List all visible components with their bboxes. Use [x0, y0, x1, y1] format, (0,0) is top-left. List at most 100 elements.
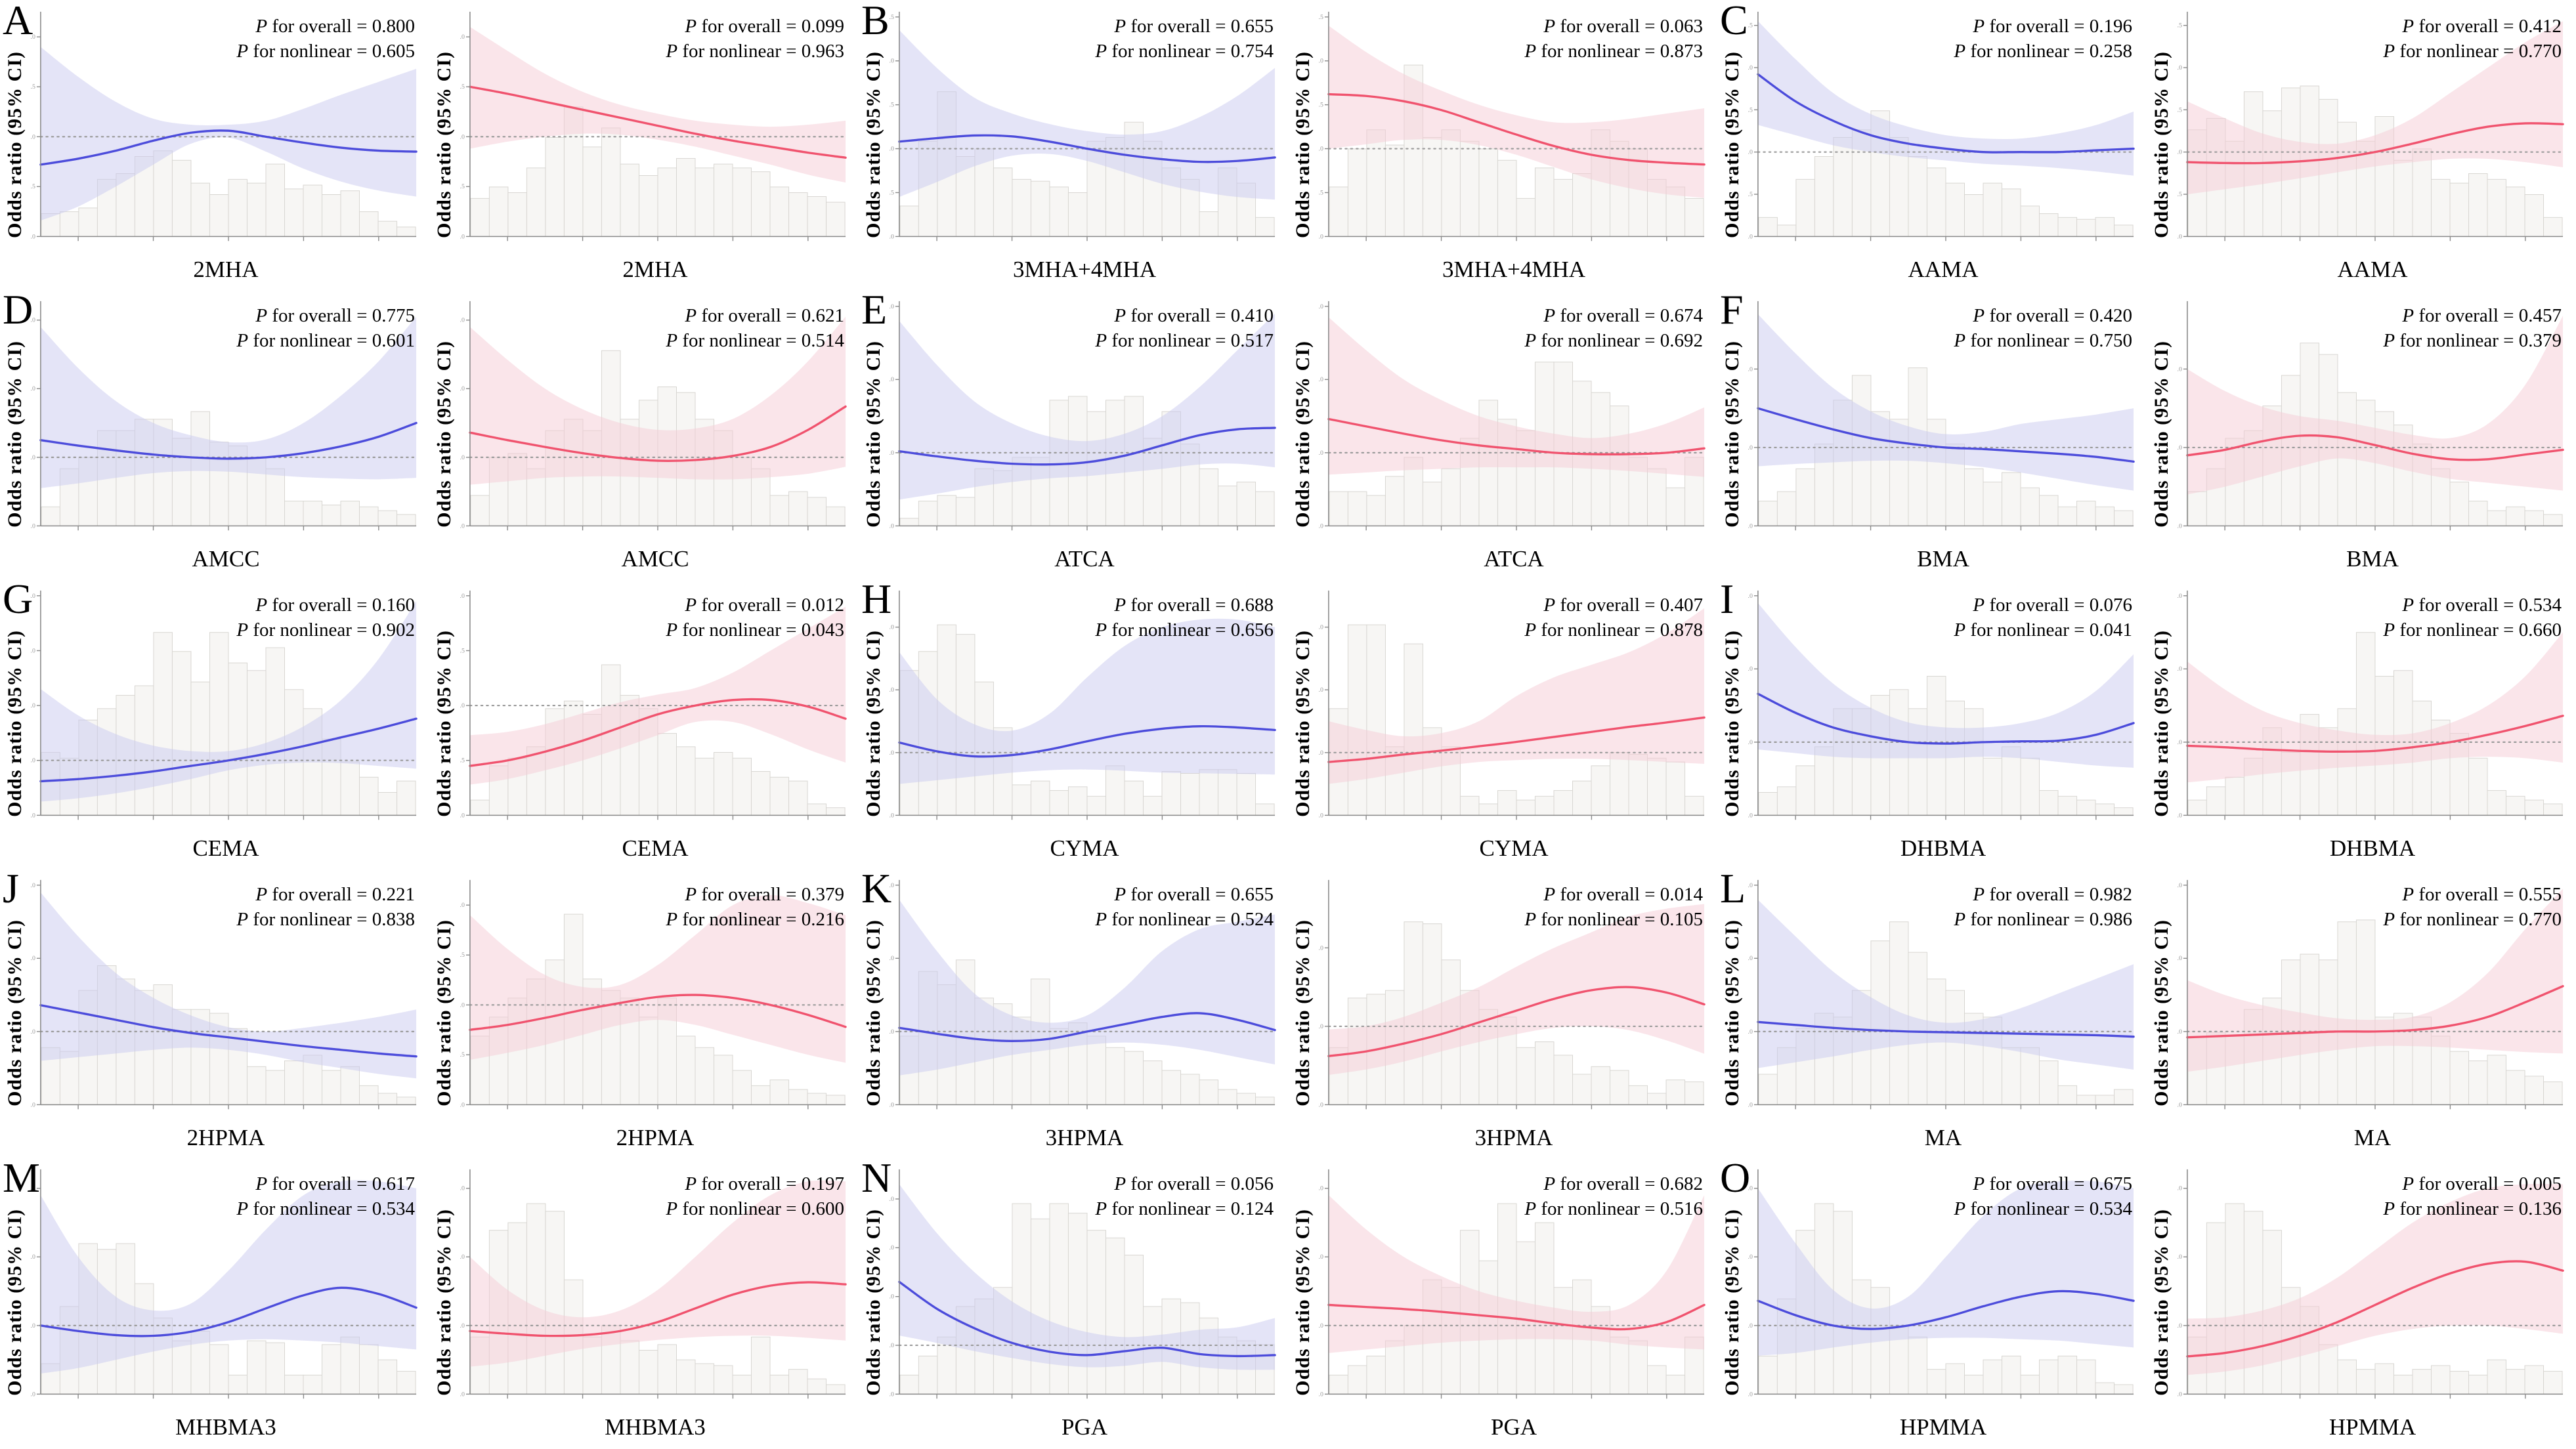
p-overall-label: for overall =	[1985, 884, 2090, 905]
y-tick-label: 0.0	[1748, 812, 1753, 819]
p-values: P for overall = 0.621 P for nonlinear = 0…	[666, 304, 844, 353]
y-tick-label: 2.0	[889, 376, 894, 383]
y-axis-label: Odds ratio (95% CI)	[429, 1158, 460, 1447]
p-overall-label: for overall =	[697, 1173, 802, 1194]
p-symbol: P	[1973, 595, 1985, 616]
p-overall-value: 0.196	[2089, 16, 2132, 37]
p-overall-label: for overall =	[267, 305, 372, 326]
p-values: P for overall = 0.412 P for nonlinear = 0…	[2383, 14, 2562, 64]
p-nonlinear-label: for nonlinear =	[2395, 40, 2519, 62]
x-axis-label: AAMA	[1908, 257, 1979, 282]
odds-ratio-spline	[39, 1004, 418, 1058]
spline-plot-svg: 0.0 0.5 1.0 1.5 2.0 2.5	[1748, 11, 2135, 242]
y-tick-label: 4.0	[30, 593, 35, 600]
p-symbol: P	[236, 908, 249, 930]
p-overall-value: 0.655	[1230, 884, 1274, 905]
y-axis-label: Odds ratio (95% CI)	[1288, 0, 1318, 289]
odds-ratio-spline	[898, 1012, 1276, 1043]
y-tick-label: 2.0	[460, 593, 465, 600]
spline-plot-svg: 0.0 0.5 1.0 1.5 2.0	[460, 879, 847, 1110]
y-axis-label: Odds ratio (95% CI)	[2147, 289, 2177, 579]
p-symbol: P	[1973, 884, 1985, 905]
odds-ratio-spline	[1757, 73, 2135, 154]
y-tick-label: 2.0	[460, 902, 465, 909]
p-overall-value: 0.655	[1230, 16, 1274, 37]
y-tick-label: 0.5	[1748, 191, 1753, 198]
odds-ratio-spline	[898, 724, 1276, 758]
odds-ratio-spline	[898, 427, 1276, 466]
p-nonlinear-label: for nonlinear =	[1536, 619, 1660, 640]
p-nonlinear-label: for nonlinear =	[1107, 40, 1231, 62]
y-axis-label-text: Odds ratio (95% CI)	[433, 1209, 455, 1396]
p-symbol: P	[1114, 884, 1127, 905]
x-axis-label: 2MHA	[193, 257, 259, 282]
y-tick-label: 0.0	[889, 522, 894, 530]
p-symbol: P	[1954, 619, 1966, 640]
y-tick-label: 0.5	[1318, 189, 1323, 196]
p-nonlinear-value: 0.105	[1660, 908, 1703, 930]
p-overall-label: for overall =	[1126, 595, 1231, 616]
y-tick-label: 2.0	[1748, 955, 1753, 962]
p-symbol: P	[666, 1198, 678, 1219]
p-nonlinear-text: P for nonlinear = 0.043	[666, 618, 844, 643]
ci-band	[1328, 608, 1705, 784]
ci-band	[2187, 1183, 2564, 1376]
p-overall-value: 0.682	[1660, 1173, 1703, 1194]
spline-plot-cell: J Odds ratio (95% CI) 0.0 1.0 2.0 3.0 P for ov…	[0, 865, 429, 1158]
y-axis-label-text: Odds ratio (95% CI)	[4, 630, 26, 817]
spline-plot-cell: E Odds ratio (95% CI) 0.0 1.0 2.0 3.0 P for ov…	[859, 286, 1288, 579]
y-tick-label: 2.0	[889, 955, 894, 962]
spline-plot-svg: 0.0 1.0 2.0 3.0	[2177, 1169, 2564, 1399]
p-nonlinear-text: P for nonlinear = 0.105	[1524, 908, 1703, 933]
y-axis-label-text: Odds ratio (95% CI)	[1292, 341, 1314, 528]
y-axis-label-text: Odds ratio (95% CI)	[433, 51, 455, 238]
x-axis-label: HPMMA	[2329, 1414, 2416, 1440]
p-symbol: P	[2402, 884, 2415, 905]
p-nonlinear-label: for nonlinear =	[248, 908, 372, 930]
panel-letter: K	[861, 865, 892, 912]
y-tick-label: 1.0	[30, 757, 35, 765]
y-axis-label: Odds ratio (95% CI)	[2147, 0, 2177, 289]
p-overall-text: P for overall = 0.056	[1095, 1172, 1274, 1197]
odds-ratio-spline	[1757, 1290, 2135, 1330]
y-tick-label: 0.0	[1748, 1101, 1753, 1108]
p-nonlinear-value: 0.124	[1230, 1198, 1274, 1219]
spline-plot-cell: F Odds ratio (95% CI) 0.0 1.0 2.0 P for overa…	[1717, 286, 2147, 579]
y-tick-label: 3.0	[30, 317, 35, 324]
p-nonlinear-label: for nonlinear =	[1536, 1198, 1660, 1219]
p-overall-label: for overall =	[1555, 16, 1660, 37]
p-nonlinear-text: P for nonlinear = 0.514	[666, 329, 844, 354]
spline-plot-cell: Odds ratio (95% CI) 0.0 1.0 2.0 3.0 P for ove…	[429, 289, 859, 579]
y-tick-label: 2.0	[2177, 366, 2182, 373]
spline-plot-svg: 0.0 1.0 2.0 3.0	[1318, 301, 1706, 531]
p-values: P for overall = 0.617 P for nonlinear = 0…	[236, 1172, 415, 1221]
y-tick-label: 2.0	[1748, 1253, 1753, 1261]
p-overall-value: 0.617	[372, 1173, 415, 1194]
panel-letter: F	[1720, 286, 1744, 333]
spline-plot-cell: C Odds ratio (95% CI) 0.0 0.5 1.0 1.5 2.0 2.5 P …	[1717, 0, 2147, 289]
p-overall-text: P for overall = 0.014	[1524, 883, 1703, 908]
p-symbol: P	[236, 40, 249, 62]
p-nonlinear-label: for nonlinear =	[1536, 908, 1660, 930]
y-tick-label: 3.0	[1748, 1185, 1753, 1192]
p-values: P for overall = 0.982 P for nonlinear = 0…	[1954, 883, 2132, 932]
p-overall-text: P for overall = 0.775	[236, 304, 415, 329]
odds-ratio-spline	[39, 1286, 418, 1337]
y-tick-label: 0.0	[1318, 1391, 1323, 1398]
p-symbol: P	[1973, 305, 1985, 326]
p-nonlinear-text: P for nonlinear = 0.660	[2383, 618, 2562, 643]
y-axis-label-text: Odds ratio (95% CI)	[863, 1209, 884, 1396]
p-nonlinear-value: 0.216	[801, 908, 844, 930]
panel-letter: G	[3, 576, 33, 622]
p-nonlinear-text: P for nonlinear = 0.750	[1954, 329, 2132, 354]
p-overall-label: for overall =	[1985, 595, 2090, 616]
p-symbol: P	[2402, 1173, 2415, 1194]
p-nonlinear-text: P for nonlinear = 0.873	[1524, 39, 1703, 64]
ci-band	[1328, 26, 1705, 198]
p-overall-text: P for overall = 0.012	[666, 593, 844, 618]
p-overall-value: 0.221	[372, 884, 415, 905]
p-values: P for overall = 0.775 P for nonlinear = 0…	[236, 304, 415, 353]
